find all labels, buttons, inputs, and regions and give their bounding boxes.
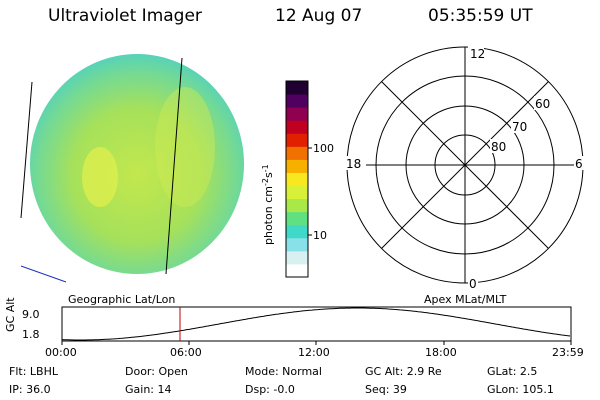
lat-label-70: 70 <box>512 120 527 134</box>
color-scale-stripe <box>286 133 308 147</box>
time-label: 05:35:59 UT <box>428 6 533 26</box>
timeline-right-caption: Apex MLat/MLT <box>424 293 507 306</box>
timeline-x-tick-0000: 00:00 <box>45 346 77 359</box>
timeline-y-tick-min: 1.8 <box>22 328 40 341</box>
info-gc-alt: GC Alt: 2.9 Re <box>365 365 442 378</box>
meridian-line <box>165 57 183 275</box>
info-door: Door: Open <box>125 365 188 378</box>
info-glon: GLon: 105.1 <box>487 383 554 396</box>
info-gain: Gain: 14 <box>125 383 172 396</box>
date-label: 12 Aug 07 <box>275 6 363 26</box>
color-scale-stripe <box>286 224 308 239</box>
info-dsp: Dsp: -0.0 <box>245 383 295 396</box>
color-scale-stripe <box>286 263 308 278</box>
color-scale-stripe <box>286 120 308 134</box>
timeline-x-tick-0600: 06:00 <box>170 346 202 359</box>
instrument-title: Ultraviolet Imager <box>48 6 202 26</box>
color-scale-stripe <box>286 159 308 173</box>
timeline-x-tick-1200: 12:00 <box>298 346 330 359</box>
lat-label-60: 60 <box>535 97 550 111</box>
color-scale-stripe <box>286 198 308 213</box>
limb-line <box>20 81 33 219</box>
info-seq: Seq: 39 <box>365 383 407 396</box>
color-scale-stripe <box>286 211 308 226</box>
mlt-label-0: 0 <box>469 277 477 291</box>
timeline-x-tick-1800: 18:00 <box>425 346 457 359</box>
color-scale-stripe <box>286 107 308 121</box>
mlt-label-6: 6 <box>575 157 583 171</box>
color-scale-stripes <box>286 81 308 278</box>
color-scale-unit: photon cm-2s-1 <box>261 164 275 245</box>
color-scale-stripe <box>286 250 308 265</box>
timeline-y-tick-max: 9.0 <box>22 308 40 321</box>
mlt-label-18: 18 <box>346 157 361 171</box>
color-scale-stripe <box>286 185 308 200</box>
color-scale-stripe <box>286 237 308 252</box>
lat-label-80: 80 <box>491 140 506 154</box>
mlt-line-diag2 <box>381 81 549 249</box>
color-scale-stripe <box>286 172 308 187</box>
info-glat: GLat: 2.5 <box>487 365 538 378</box>
altitude-curve <box>61 307 571 341</box>
auroral-image <box>20 54 244 283</box>
info-mode: Mode: Normal <box>245 365 322 378</box>
polar-grid: 12 18 6 0 60 70 80 <box>344 46 588 291</box>
color-scale-stripe <box>286 81 308 95</box>
color-scale: photon cm-2s-1 <box>261 80 312 278</box>
color-scale-tick-10: 10 <box>313 229 327 242</box>
timeline-y-label: GC Alt <box>4 297 17 332</box>
color-scale-tick-100: 100 <box>313 142 334 155</box>
info-filter: Flt: LBHL <box>9 365 58 378</box>
timeline-x-tick-2359: 23:59 <box>552 346 584 359</box>
mlt-label-12: 12 <box>470 47 485 61</box>
info-ip: IP: 36.0 <box>9 383 51 396</box>
horizon-line <box>20 265 67 283</box>
altitude-timeline <box>61 306 572 345</box>
color-scale-stripe <box>286 146 308 160</box>
timeline-left-caption: Geographic Lat/Lon <box>68 293 176 306</box>
color-scale-stripe <box>286 94 308 108</box>
